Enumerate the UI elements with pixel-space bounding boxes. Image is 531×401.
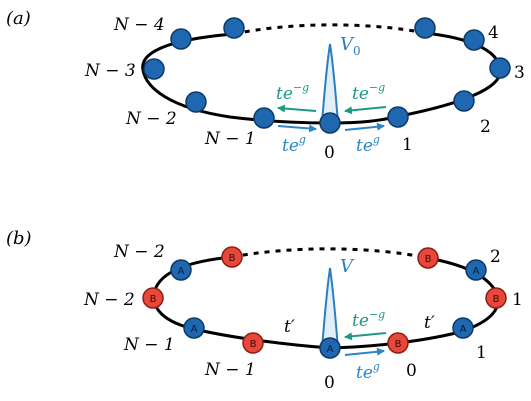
panel-a-ring-dashed [233, 23, 426, 36]
site-a-2 [465, 259, 487, 281]
hop-label-right-top: te−g [352, 81, 385, 104]
site-b-0 [387, 332, 409, 354]
panel-a: (a) V0 0 1 2 3 4 N − 1 N [6, 8, 525, 163]
site-b-letter: B [229, 253, 236, 264]
site-label-4: 4 [488, 23, 499, 43]
site-label-n-minus-1: N − 1 [204, 129, 256, 149]
hop-arrow-b-blue [344, 347, 385, 356]
site-2 [453, 90, 475, 112]
site-n-minus-2 [185, 91, 207, 113]
t-prime-right: t′ [424, 313, 435, 333]
site-a-letter: A [191, 324, 198, 335]
site-label-1: 1 [402, 135, 413, 155]
panel-a-potential [321, 43, 339, 123]
site-label-n-minus-2: N − 2 [125, 109, 177, 129]
site-label-n-minus-3: N − 3 [84, 61, 136, 81]
site-b-letter: B [395, 339, 402, 350]
site-a-letter: A [473, 266, 480, 277]
hop-label-left-top: te−g [276, 81, 309, 104]
cell-label-n-minus-1-b: N − 1 [204, 360, 256, 380]
panel-b-b-sites: B B B B B B [142, 246, 507, 354]
site-a-letter: A [460, 324, 467, 335]
hop-arrow-left-blue [277, 124, 317, 133]
site-n-minus-3 [143, 58, 165, 80]
panel-b-label: (b) [6, 228, 32, 249]
site-a-letter: A [178, 266, 185, 277]
panel-b-ring-dashed [231, 247, 429, 260]
site-a-0 [319, 337, 341, 359]
cell-label-0-b: 0 [406, 361, 417, 381]
site-b-n2-top [221, 246, 243, 268]
site-b-1 [485, 287, 507, 309]
cell-label-n-minus-2-a: N − 2 [113, 242, 165, 262]
site-b-n2-left [142, 287, 164, 309]
panel-b-potential [321, 267, 339, 349]
hop-arrow-right-teal [344, 106, 387, 115]
site-b-n1 [242, 332, 264, 354]
site-n-minus-4b [223, 17, 245, 39]
panel-b-potential-label: V [340, 256, 355, 277]
hop-label-b-top: te−g [352, 308, 385, 331]
panel-a-label: (a) [6, 8, 31, 29]
cell-label-1-a: 1 [476, 343, 487, 363]
cell-label-n-minus-2-b: N − 2 [83, 290, 135, 310]
site-4b [414, 17, 436, 39]
site-b-letter: B [250, 339, 257, 350]
site-4 [463, 29, 485, 51]
site-a-letter: A [327, 344, 334, 355]
site-a-n1 [183, 317, 205, 339]
cell-label-0-a: 0 [324, 373, 335, 393]
site-a-n2-top [170, 259, 192, 281]
site-a-1 [452, 317, 474, 339]
t-prime-left: t′ [284, 317, 295, 337]
panel-b: (b) V A A A A A B B B [6, 228, 523, 393]
hop-arrow-right-blue [344, 122, 385, 131]
site-label-3: 3 [514, 63, 525, 83]
site-label-2: 2 [480, 117, 491, 137]
site-3 [489, 57, 511, 79]
site-b-letter: B [150, 294, 157, 305]
site-b-letter: B [425, 254, 432, 265]
hop-label-left-bottom: teg [282, 133, 306, 156]
hop-label-b-bottom: teg [356, 360, 380, 383]
site-label-n-minus-4: N − 4 [113, 15, 165, 35]
site-b-letter: B [493, 294, 500, 305]
panel-a-sites [143, 17, 511, 134]
hop-arrow-left-teal [277, 104, 317, 113]
site-1 [387, 106, 409, 128]
site-n-minus-4 [170, 28, 192, 50]
cell-label-1-b: 1 [512, 290, 523, 310]
panel-a-potential-label: V0 [340, 34, 361, 58]
hop-label-right-bottom: teg [356, 133, 380, 156]
site-b-2 [417, 247, 439, 269]
cell-label-2: 2 [490, 247, 501, 267]
site-label-0: 0 [324, 143, 335, 163]
panel-b-a-sites: A A A A A [170, 259, 487, 359]
cell-label-n-minus-1-a: N − 1 [123, 335, 175, 355]
hop-arrow-b-teal [344, 332, 387, 341]
site-n-minus-1 [253, 107, 275, 129]
site-0 [319, 112, 341, 134]
